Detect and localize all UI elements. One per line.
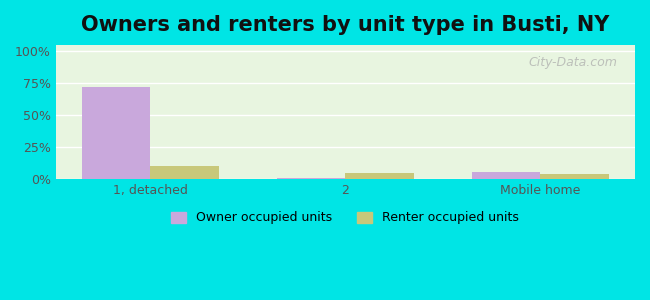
Title: Owners and renters by unit type in Busti, NY: Owners and renters by unit type in Busti… (81, 15, 610, 35)
Bar (540, 174, 608, 179)
Text: City-Data.com: City-Data.com (528, 56, 618, 69)
Bar (82, 87, 150, 179)
Bar (277, 178, 345, 179)
Bar (345, 173, 413, 179)
Legend: Owner occupied units, Renter occupied units: Owner occupied units, Renter occupied un… (166, 206, 525, 230)
Bar (150, 167, 218, 179)
Bar (472, 172, 540, 179)
